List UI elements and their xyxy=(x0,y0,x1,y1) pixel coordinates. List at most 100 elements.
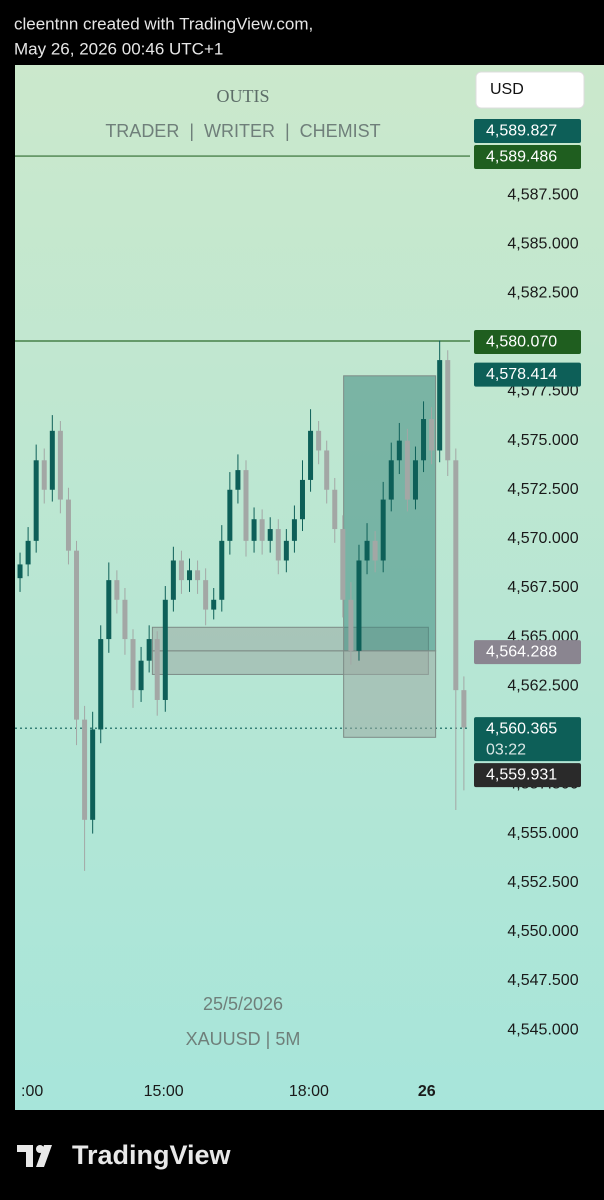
y-tick-label: 4,552.500 xyxy=(507,874,578,891)
countdown: 03:22 xyxy=(486,741,526,758)
y-tick-label: 4,550.000 xyxy=(507,923,578,940)
candle-body xyxy=(251,519,257,541)
candle-body xyxy=(170,560,176,600)
y-tick-label: 4,555.000 xyxy=(507,825,578,842)
candle-body xyxy=(195,570,201,581)
candle-body xyxy=(203,580,209,610)
candle-body xyxy=(41,460,47,490)
y-tick-label: 4,577.500 xyxy=(507,383,578,400)
x-tick-label: :00 xyxy=(21,1083,43,1100)
chart-background xyxy=(15,65,604,1110)
price-label-box xyxy=(474,717,581,762)
price-label: 4,559.931 xyxy=(486,766,557,783)
candle-body xyxy=(453,460,459,691)
currency-button-label[interactable]: USD xyxy=(490,81,524,98)
candle-body xyxy=(445,360,451,461)
candle-body xyxy=(348,599,354,651)
price-label-box xyxy=(474,119,581,144)
candle-body xyxy=(187,570,193,581)
candle-body xyxy=(299,479,305,520)
y-tick-label: 4,585.000 xyxy=(507,235,578,252)
y-tick-label: 4,562.500 xyxy=(507,677,578,694)
price-label-box xyxy=(474,640,581,665)
candle-body xyxy=(324,450,330,490)
y-tick-label: 4,570.000 xyxy=(507,530,578,547)
y-tick-label: 4,587.500 xyxy=(507,186,578,203)
x-tick-label: 18:00 xyxy=(289,1083,329,1100)
candle-body xyxy=(412,460,418,500)
candle-body xyxy=(364,540,370,561)
candle-body xyxy=(146,639,152,661)
y-tick-label: 4,545.000 xyxy=(507,1021,578,1038)
price-label: 4,580.070 xyxy=(486,333,557,350)
header-line: May 26, 2026 00:46 UTC+1 xyxy=(14,39,223,58)
watermark-name: OUTIS xyxy=(217,86,270,106)
candle-body xyxy=(162,599,168,700)
price-label-box xyxy=(474,763,581,788)
candle-body xyxy=(291,519,297,541)
zone xyxy=(343,650,437,738)
candle-body xyxy=(429,419,435,451)
x-tick-label: 26 xyxy=(418,1083,436,1100)
candle-body xyxy=(275,529,281,561)
y-tick-label: 4,547.500 xyxy=(507,972,578,989)
candle-body xyxy=(25,540,31,565)
candle-body xyxy=(308,430,314,480)
y-tick-label: 4,572.500 xyxy=(507,481,578,498)
watermark-symbol: XAUUSD | 5M xyxy=(186,1029,301,1049)
currency-button[interactable] xyxy=(475,71,585,109)
candle-body xyxy=(130,639,136,691)
candle-body xyxy=(49,430,55,490)
candle-body xyxy=(106,580,112,640)
y-tick-label: 4,575.000 xyxy=(507,432,578,449)
price-label: 4,578.414 xyxy=(486,366,557,383)
candle-body xyxy=(138,660,144,691)
candle-body xyxy=(57,430,63,500)
price-label: 4,589.827 xyxy=(486,122,557,139)
candle-body xyxy=(235,470,241,490)
x-tick-label: 15:00 xyxy=(144,1083,184,1100)
candle-body xyxy=(316,430,322,451)
logo-text: TradingView xyxy=(72,1140,232,1170)
watermark-date: 25/5/2026 xyxy=(203,994,283,1014)
logo: TradingView xyxy=(17,1140,232,1170)
candle-body xyxy=(421,419,427,461)
price-label: 4,564.288 xyxy=(486,643,557,660)
candle-body xyxy=(17,564,23,579)
candle-body xyxy=(380,499,386,561)
price-label: 4,589.486 xyxy=(486,148,557,165)
candle-body xyxy=(356,560,362,651)
watermark-tagline: TRADER | WRITER | CHEMIST xyxy=(105,121,380,141)
price-label-box xyxy=(474,145,581,170)
candle-body xyxy=(33,460,39,541)
candle-body xyxy=(396,440,402,461)
price-label-box xyxy=(474,330,581,355)
candle-body xyxy=(437,360,443,451)
candle-body xyxy=(65,499,71,551)
candle-body xyxy=(211,599,217,610)
candle-body xyxy=(267,529,273,541)
candle-body xyxy=(114,580,120,600)
main-layer xyxy=(17,340,467,871)
candle-body xyxy=(178,560,184,581)
candle-body xyxy=(332,489,338,530)
candle-body xyxy=(227,489,233,541)
price-label: 4,560.365 xyxy=(486,720,557,737)
header-line: cleentnn created with TradingView.com, xyxy=(14,14,313,33)
candle-body xyxy=(219,540,225,600)
y-tick-label: 4,582.500 xyxy=(507,285,578,302)
candle-body xyxy=(122,599,128,640)
candle-body xyxy=(461,690,467,728)
candle-body xyxy=(340,529,346,600)
candle-body xyxy=(404,440,410,500)
candle-body xyxy=(98,639,104,730)
candle-body xyxy=(388,460,394,500)
label-layer: 4,589.827 4,589.486 4,580.070 4,578.414 4,56… xyxy=(474,119,581,788)
candle-body xyxy=(283,540,289,561)
candle-body xyxy=(259,519,265,541)
candle-body xyxy=(154,639,160,700)
y-tick-label: 4,567.500 xyxy=(507,579,578,596)
logo-mark xyxy=(36,1145,44,1153)
